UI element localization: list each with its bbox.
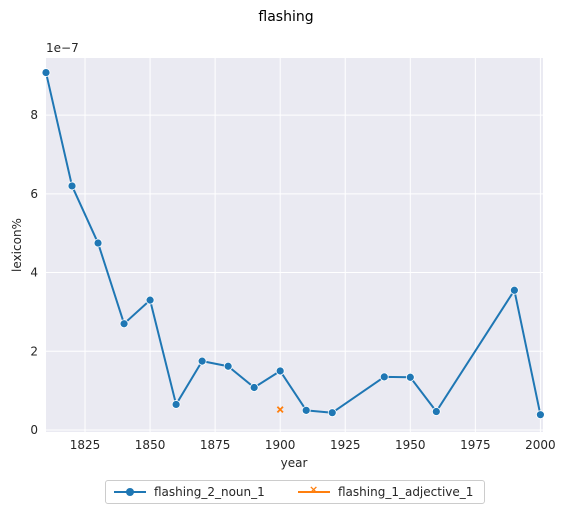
y-tick-label: 4 bbox=[30, 266, 38, 280]
legend-swatch-noun bbox=[112, 485, 148, 499]
chart-title: flashing bbox=[258, 9, 313, 25]
x-tick-label: 1900 bbox=[265, 438, 296, 452]
x-tick-label: 1875 bbox=[200, 438, 231, 452]
x-tick-label: 1975 bbox=[460, 438, 491, 452]
y-offset-label: 1e−7 bbox=[46, 41, 79, 55]
data-point bbox=[431, 407, 441, 416]
y-tick-label: 6 bbox=[30, 187, 38, 201]
data-point bbox=[67, 181, 77, 191]
data-point bbox=[223, 361, 233, 371]
grid-lines bbox=[46, 58, 543, 432]
x-tick-label: 1925 bbox=[330, 438, 361, 452]
data-point bbox=[276, 406, 284, 413]
y-tick-labels: 0 2 4 6 8 bbox=[30, 108, 38, 437]
legend-item-noun: flashing_2_noun_1 bbox=[112, 485, 265, 499]
data-point bbox=[327, 408, 337, 418]
data-point bbox=[249, 383, 259, 392]
data-point bbox=[93, 238, 103, 248]
series-group bbox=[41, 68, 545, 420]
y-tick-label: 2 bbox=[30, 344, 38, 358]
data-point bbox=[171, 400, 181, 409]
y-tick-label: 0 bbox=[30, 423, 38, 437]
x-axis-label: year bbox=[281, 456, 308, 470]
x-tick-label: 1850 bbox=[135, 438, 166, 452]
x-tick-label: 2000 bbox=[525, 438, 556, 452]
legend-label-noun: flashing_2_noun_1 bbox=[154, 485, 265, 499]
y-axis-label: lexicon% bbox=[10, 218, 24, 272]
legend-label-adjective: flashing_1_adjective_1 bbox=[338, 485, 474, 499]
data-point bbox=[145, 295, 155, 305]
legend-swatch-adjective: × bbox=[296, 483, 332, 499]
data-point bbox=[379, 372, 389, 382]
series-0 bbox=[41, 68, 545, 420]
data-point bbox=[535, 410, 545, 420]
data-point bbox=[197, 356, 207, 366]
series-1 bbox=[276, 406, 284, 413]
data-point bbox=[301, 405, 311, 415]
data-point bbox=[405, 372, 415, 382]
y-tick-label: 8 bbox=[30, 108, 38, 122]
data-point bbox=[509, 285, 519, 295]
x-tick-label: 1825 bbox=[70, 438, 101, 452]
x-tick-labels: 1825 1850 1875 1900 1925 1950 1975 2000 bbox=[70, 438, 556, 452]
data-point bbox=[275, 366, 285, 376]
data-point bbox=[41, 68, 51, 77]
x-tick-label: 1950 bbox=[395, 438, 426, 452]
legend: flashing_2_noun_1 × flashing_1_adjective… bbox=[105, 480, 485, 504]
data-point bbox=[119, 319, 129, 329]
legend-item-adjective: × flashing_1_adjective_1 bbox=[296, 483, 474, 499]
plot-area bbox=[46, 58, 543, 432]
